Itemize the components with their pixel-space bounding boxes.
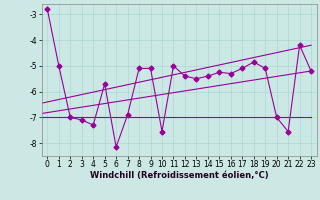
X-axis label: Windchill (Refroidissement éolien,°C): Windchill (Refroidissement éolien,°C) [90,171,268,180]
